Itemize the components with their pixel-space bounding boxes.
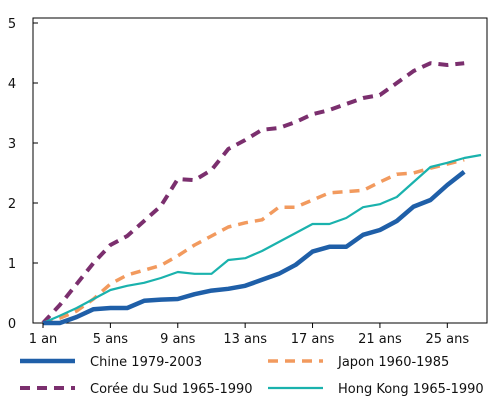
- x-tick-label: 1 an: [29, 332, 58, 347]
- y-tick-label: 3: [8, 137, 16, 152]
- legend-label: Corée du Sud 1965-1990: [90, 382, 253, 397]
- x-tick-label: 25 ans: [425, 332, 469, 347]
- y-tick-label: 0: [8, 317, 16, 332]
- legend-label: Hong Kong 1965-1990: [338, 382, 484, 397]
- plot-frame: [32, 17, 488, 324]
- series-line: [42, 158, 465, 325]
- x-tick-label: 5 ans: [93, 332, 129, 347]
- x-tick-label: 21 ans: [358, 332, 402, 347]
- x-tick-label: 17 ans: [291, 332, 335, 347]
- series-line: [41, 61, 465, 325]
- y-tick-label: 2: [8, 197, 16, 212]
- chart-legend: Chine 1979-2003 Japon 1960-1985 Corée du S…: [20, 355, 484, 397]
- chart-axes: [32, 17, 488, 324]
- legend-label: Chine 1979-2003: [90, 355, 202, 370]
- legend-label: Japon 1960-1985: [337, 355, 449, 370]
- x-tick-label: 13 ans: [223, 332, 267, 347]
- series-line: [42, 153, 482, 325]
- chart-ticks: 0 1 2 3 4 5 1 an 5 ans 9 ans 13 ans 17 ans 21 ans 25…: [8, 17, 470, 347]
- chart-series: [41, 61, 482, 326]
- y-tick-label: 5: [8, 17, 16, 32]
- y-tick-label: 4: [8, 77, 16, 92]
- y-tick-label: 1: [8, 257, 16, 272]
- x-tick-label: 9 ans: [160, 332, 196, 347]
- series-line: [43, 170, 466, 326]
